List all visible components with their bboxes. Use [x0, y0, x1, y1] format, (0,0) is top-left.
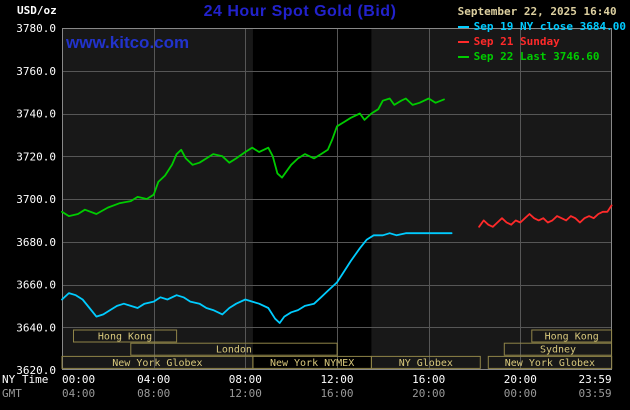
series-line-sep22 — [61, 97, 445, 218]
session-box — [370, 355, 481, 369]
x-tick-label-ny: 00:00 — [62, 373, 95, 386]
y-tick-label: 3780.0 — [16, 22, 56, 35]
y-tick-label: 3700.0 — [16, 193, 56, 206]
gridlines — [62, 28, 612, 370]
session-label: New York Globex — [505, 358, 595, 369]
x-tick-label-ny: 20:00 — [504, 373, 537, 386]
session-label: New York Globex — [112, 358, 202, 369]
x-tick-label-ny: 16:00 — [412, 373, 445, 386]
plot-border — [62, 28, 612, 370]
x-tick-label-gmt: 03:59 — [578, 387, 611, 400]
series-line-sep21 — [478, 204, 613, 228]
session-box — [487, 355, 613, 369]
session-label: New York NYMEX — [270, 358, 354, 369]
x-tick-label-ny: 08:00 — [229, 373, 262, 386]
chart-title: 24 Hour Spot Gold (Bid) — [203, 3, 397, 20]
legend-label: Sep 22 Last 3746.60 — [473, 50, 600, 63]
y-tick-label: 3640.0 — [16, 321, 56, 334]
session-label: Hong Kong — [98, 332, 152, 343]
legend-color-dash — [457, 55, 469, 58]
legend-label: Sep 19 NY close 3684.00 — [473, 20, 626, 33]
x-tick-label-gmt: 08:00 — [137, 387, 170, 400]
x-tick-label-gmt: 00:00 — [504, 387, 537, 400]
x-axis-row-label-ny: NY Time — [2, 373, 48, 386]
session-box — [531, 329, 613, 343]
x-tick-label-ny: 04:00 — [137, 373, 170, 386]
series-line-sep19 — [61, 232, 453, 324]
y-tick-label: 3660.0 — [16, 279, 56, 292]
legend-item: Sep 22 Last 3746.60 — [457, 49, 626, 64]
x-axis-labels: NY TimeGMT00:0004:0004:0008:0008:0012:00… — [2, 373, 612, 400]
session-box — [130, 342, 338, 356]
market-session-bars: Hong Kong Hong Kong London Sydney New York G… — [61, 329, 613, 369]
header-right: September 22, 2025 16:40 Sep 19 NY close… — [457, 4, 626, 64]
session-label: London — [216, 345, 252, 356]
y-tick-label: 3620.0 — [16, 364, 56, 377]
legend-color-dash — [457, 40, 469, 43]
legend-color-dash — [457, 25, 469, 28]
y-tick-label: 3680.0 — [16, 236, 56, 249]
session-box — [503, 342, 613, 356]
x-tick-label-ny: 23:59 — [578, 373, 611, 386]
legend: Sep 19 NY close 3684.00 Sep 21 Sunday Sep … — [457, 19, 626, 64]
y-tick-label: 3740.0 — [16, 108, 56, 121]
price-unit-label: USD/oz — [17, 4, 57, 17]
legend-item: Sep 19 NY close 3684.00 — [457, 19, 626, 34]
kitco-watermark[interactable]: www.kitco.com — [66, 33, 190, 52]
session-label: Hong Kong — [545, 332, 599, 343]
timestamp: September 22, 2025 16:40 — [457, 5, 617, 18]
session-label: NY Globex — [399, 358, 453, 369]
x-tick-label-gmt: 20:00 — [412, 387, 445, 400]
y-tick-label: 3760.0 — [16, 65, 56, 78]
x-tick-label-ny: 12:00 — [320, 373, 353, 386]
x-tick-label-gmt: 04:00 — [62, 387, 95, 400]
session-box — [73, 329, 178, 343]
y-axis-labels: 3620.0 3640.0 3660.0 3680.0 3700.0 3720.0 3740… — [16, 22, 56, 377]
y-tick-label: 3720.0 — [16, 150, 56, 163]
legend-label: Sep 21 Sunday — [473, 35, 560, 48]
x-axis-row-label-gmt: GMT — [2, 387, 22, 400]
legend-item: Sep 21 Sunday — [457, 34, 626, 49]
x-tick-label-gmt: 12:00 — [229, 387, 262, 400]
session-label: Sydney — [540, 345, 576, 356]
x-tick-label-gmt: 16:00 — [320, 387, 353, 400]
